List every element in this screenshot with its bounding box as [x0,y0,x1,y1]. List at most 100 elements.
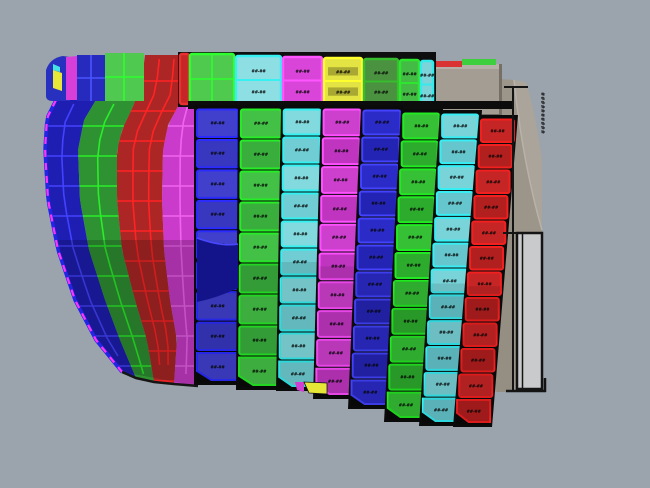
hull-plate[interactable] [238,356,281,386]
plate-label: ##-## [374,90,389,95]
plate-label: ##-## [295,90,310,95]
strake-shade [279,262,319,388]
hull-plate[interactable] [421,397,460,422]
plate-label: ##-## [490,128,505,133]
plate-label: ##-## [254,121,269,126]
deck-strip-green [462,59,496,65]
hull-plate[interactable] [278,360,318,387]
plate-label: ##-## [374,70,389,75]
plate-label: ##-## [329,322,344,327]
plate-label: ##-## [371,201,386,206]
stern-panel[interactable] [515,231,544,391]
plate-label: ##-## [253,276,268,281]
hull-plate[interactable] [473,195,509,220]
plate-label: ##-## [420,73,435,78]
plate-label: ##-## [330,293,345,298]
plate-label: ##-## [295,120,310,125]
plate-label: ##-## [365,336,380,341]
plate-label: ##-## [252,307,267,312]
plate-label: ##-## [210,364,225,369]
plate-label: ##-## [364,363,379,368]
hull-plate[interactable] [464,297,500,322]
bow-strake-green[interactable] [78,100,154,382]
transom-block-topface [432,64,501,69]
plate-label: ##-## [488,154,503,159]
plate-label: ##-## [375,120,390,125]
plate-label: ##-## [439,330,454,335]
hull-plate[interactable] [475,169,511,194]
plate-label: ##-## [405,291,420,296]
bow-shade [56,240,198,386]
label-strip [328,87,358,96]
bow-strake-magenta[interactable] [162,100,198,386]
strake-shade [239,261,280,387]
strake-shade [387,280,431,419]
hull-plate[interactable] [386,391,425,418]
hull-plate[interactable] [350,379,390,405]
plate-label: ##-## [400,375,415,380]
plate-label: ##-## [442,278,457,283]
plate-label: ##-## [251,89,266,94]
transom-slab-highlight [514,80,542,230]
plate-label: ##-## [331,264,346,269]
plate-label: ##-## [210,303,225,308]
transom-block-edge [499,64,502,118]
bow-corner-cyan-sliver [53,64,60,72]
accents-group [295,381,328,395]
deck-plate-red-sliver[interactable] [178,52,191,106]
plate-label: ##-## [295,148,310,153]
hull-plate-dark[interactable] [197,238,238,302]
label-strip [328,67,358,76]
plate-label: ##-## [368,282,383,287]
bow-seam-line [179,103,189,375]
plate-label: ##-## [254,152,269,157]
plate-label: ##-## [332,235,347,240]
plate-label: ##-## [329,350,344,355]
plate-label: ##-## [486,179,501,184]
plate-label: ##-## [252,369,267,374]
plate-label: ##-## [294,204,309,209]
bow-magenta-sliver[interactable] [66,56,77,100]
plate-label: ##-## [399,403,414,408]
plate-label: ##-## [293,260,308,265]
plate-label: ##-## [294,176,309,181]
strake-shade [316,266,357,396]
plate-label: ##-## [441,304,456,309]
hull-plate[interactable] [466,271,502,296]
hull-plate[interactable] [196,352,239,381]
plate-label: ##-## [334,149,349,154]
plate-label: ##-## [210,121,225,126]
strake-shade [456,286,501,424]
hull-plate[interactable] [460,348,496,373]
hull-plate[interactable] [462,322,498,347]
plate-label: ##-## [252,338,267,343]
hull-plate[interactable] [456,399,492,423]
plate-label: ##-## [477,281,492,286]
plate-label: ##-## [292,288,307,293]
transom-cutout-curve [513,79,543,231]
plate-label: ##-## [453,123,468,128]
hull-plate[interactable] [469,246,505,271]
plate-label: ##-## [402,347,417,352]
strake-shade [351,272,394,406]
bow-strake-red[interactable] [117,55,187,384]
plate-label: ##-## [448,201,463,206]
magenta-keel-tip [295,382,304,392]
bow-strake-blue[interactable] [45,100,136,378]
plate-label: ##-## [409,207,424,212]
strake-shade [422,283,468,423]
bow-seam-line [61,103,119,357]
hull-plate[interactable] [477,144,513,169]
transom-wireframe [503,86,547,393]
yellow-keel-wedge[interactable] [303,381,328,395]
bow-corner-yellow-plate[interactable] [53,70,62,91]
plate-label: ##-## [475,307,490,312]
hull-plate[interactable] [458,373,494,398]
plate-label: ##-## [253,245,268,250]
plate-label: ##-## [210,151,225,156]
plate-label: ##-## [253,183,268,188]
plate-label: ##-## [473,332,488,337]
plate-label: ##-## [292,316,307,321]
